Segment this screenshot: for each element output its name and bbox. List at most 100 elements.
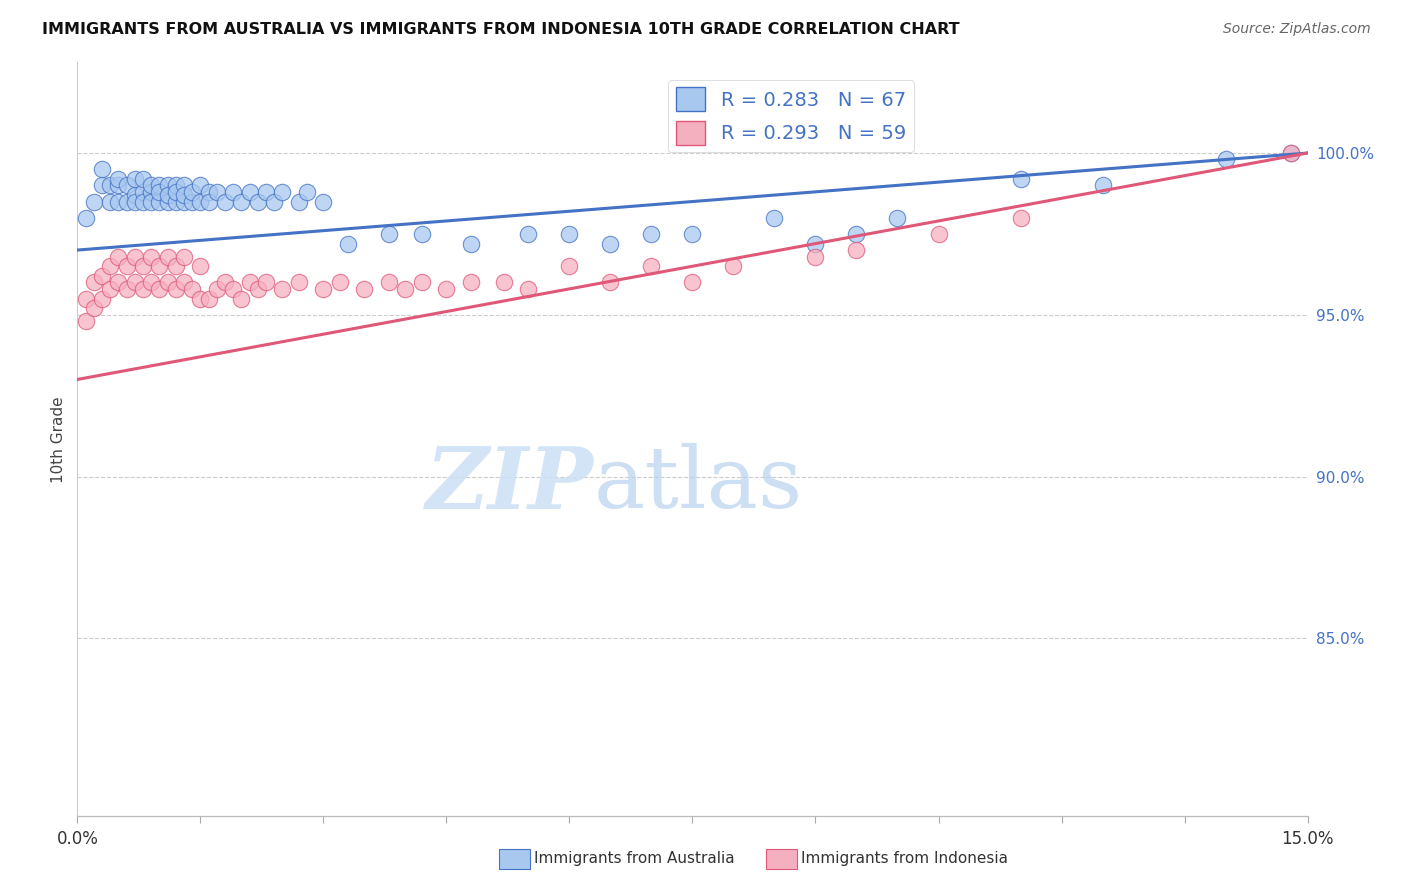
Point [90,162,114,177]
Point [845,243,868,257]
Point [181,194,204,209]
Point [188,292,212,306]
Point [378,276,401,290]
Text: Immigrants from Indonesia: Immigrants from Indonesia [801,851,1008,865]
Point [132,259,155,273]
Point [165,194,187,209]
Point [254,185,277,199]
Point [599,276,621,290]
Point [156,276,179,290]
Point [90,292,114,306]
Point [141,178,163,193]
Point [329,276,352,290]
Point [107,194,129,209]
Point [141,250,163,264]
Point [124,172,146,186]
Point [231,194,253,209]
Point [115,194,138,209]
Point [148,194,170,209]
Point [132,194,155,209]
Point [517,227,540,241]
Point [181,282,204,296]
Point [254,276,277,290]
Point [682,276,704,290]
Point [156,188,179,202]
Point [188,194,212,209]
Point [98,178,121,193]
Point [75,211,97,225]
Point [222,282,245,296]
Point [83,301,105,316]
Point [271,185,294,199]
Point [288,276,311,290]
Point [239,276,262,290]
Point [107,276,129,290]
Point [165,259,187,273]
Point [141,276,163,290]
Point [98,194,121,209]
Point [165,185,187,199]
Point [148,259,170,273]
Point [141,194,163,209]
Point [188,178,212,193]
Point [115,282,138,296]
Point [115,259,138,273]
Point [394,282,416,296]
Point [197,185,219,199]
Point [1215,153,1237,167]
Point [83,194,105,209]
Point [599,236,621,251]
Point [132,282,155,296]
Point [107,250,129,264]
Point [197,194,219,209]
Point [263,194,285,209]
Text: atlas: atlas [595,443,803,526]
Point [640,259,662,273]
Point [1279,146,1302,161]
Point [517,282,540,296]
Point [295,185,318,199]
Point [83,276,105,290]
Point [682,227,704,241]
Point [148,185,170,199]
Point [173,178,195,193]
Point [124,188,146,202]
Point [75,292,97,306]
Point [312,282,335,296]
Point [173,276,195,290]
Point [271,282,294,296]
Point [288,194,311,209]
Text: IMMIGRANTS FROM AUSTRALIA VS IMMIGRANTS FROM INDONESIA 10TH GRADE CORRELATION CH: IMMIGRANTS FROM AUSTRALIA VS IMMIGRANTS … [42,22,960,37]
Point [640,227,662,241]
Point [173,250,195,264]
Point [124,250,146,264]
Text: Source: ZipAtlas.com: Source: ZipAtlas.com [1223,22,1371,37]
Point [188,259,212,273]
Text: ZIP: ZIP [426,442,595,526]
Point [197,292,219,306]
Point [763,211,786,225]
Point [231,292,253,306]
Point [558,227,581,241]
Point [804,236,827,251]
Point [337,236,360,251]
Point [804,250,827,264]
Point [132,185,155,199]
Point [148,178,170,193]
Point [173,194,195,209]
Point [165,282,187,296]
Point [156,194,179,209]
Point [205,185,228,199]
Point [115,178,138,193]
Point [1091,178,1114,193]
Point [132,172,155,186]
Y-axis label: 10th Grade: 10th Grade [51,396,66,483]
Point [141,185,163,199]
Point [353,282,375,296]
Legend: R = 0.283   N = 67, R = 0.293   N = 59: R = 0.283 N = 67, R = 0.293 N = 59 [668,79,914,153]
Point [173,188,195,202]
Point [312,194,335,209]
Point [492,276,515,290]
Point [214,276,236,290]
Point [156,250,179,264]
